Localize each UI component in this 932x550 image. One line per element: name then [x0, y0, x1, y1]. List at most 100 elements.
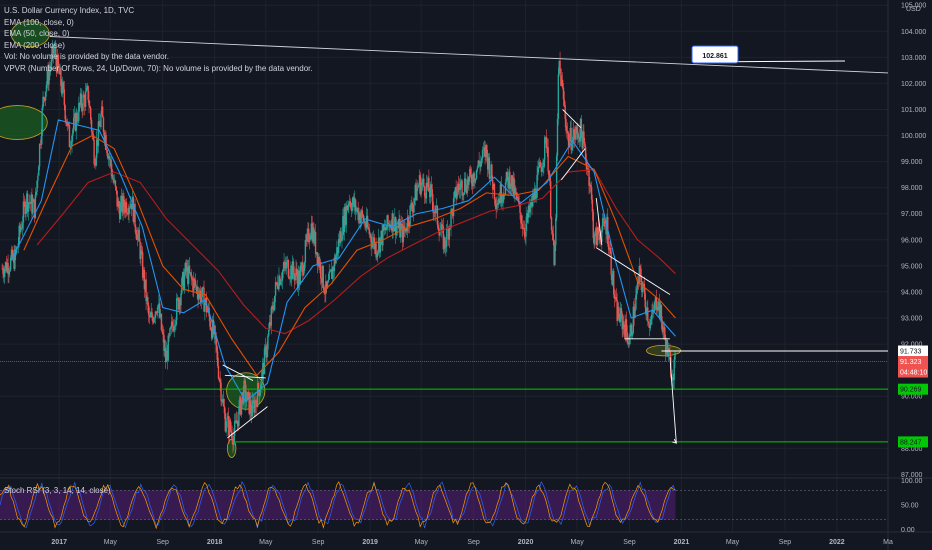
candle-body [285, 261, 288, 269]
candle-body [632, 306, 635, 333]
candle-body [674, 352, 676, 360]
candle-body [4, 262, 7, 269]
candle-body [145, 279, 147, 302]
candle-body [140, 250, 142, 259]
candle-body [653, 302, 656, 312]
candle-body [546, 147, 548, 148]
candle-body [302, 270, 305, 276]
candle-body [649, 324, 652, 329]
candle-body [460, 180, 462, 184]
candle-body [199, 290, 201, 295]
candle-body [428, 177, 430, 192]
candle-body [128, 208, 130, 215]
candle-body [26, 193, 28, 205]
candle-body [418, 175, 421, 185]
candle-body [61, 82, 64, 94]
candle-body [245, 384, 247, 403]
candle-body [300, 265, 302, 271]
candle-body [198, 294, 200, 300]
candle-body [587, 168, 589, 170]
candle-body [621, 313, 623, 330]
candle-body [329, 271, 331, 272]
candle-body [82, 95, 84, 111]
candle-body [297, 270, 300, 289]
candle-body [636, 280, 639, 289]
legend-vol[interactable]: Vol: No volume is provided by the data v… [4, 52, 169, 61]
trendline-3 [222, 364, 254, 381]
candle-body [121, 195, 123, 213]
candle-body [84, 91, 87, 107]
candle-body [90, 107, 92, 120]
y-tick-10: 95.000 [901, 263, 923, 270]
candle-body [13, 253, 15, 269]
candle-body [573, 129, 576, 140]
candle-body [560, 68, 562, 86]
candle-body [324, 292, 326, 294]
candle-body [654, 297, 657, 303]
legend-vpvr[interactable]: VPVR (Number Of Rows, 24, Up/Down, 70): … [4, 63, 313, 73]
candle-body [465, 189, 468, 194]
candle-body [432, 201, 434, 213]
candle-body [146, 297, 148, 302]
candle-body [164, 347, 166, 352]
candle-body [354, 199, 356, 208]
y-tick-15: 88.000 [901, 446, 923, 453]
candle-body [631, 332, 634, 336]
candle-body [648, 323, 651, 329]
candle-body [314, 232, 316, 244]
candle-body [136, 234, 138, 240]
candle-body [360, 210, 363, 218]
rsi-y-tick-0: 100.00 [901, 478, 923, 485]
candle-body [420, 184, 422, 195]
candles [1, 39, 676, 453]
candle-body [216, 344, 218, 352]
candle-body [6, 263, 8, 272]
candle-body [482, 149, 485, 151]
legend-ema200[interactable]: EMA (200, close) [4, 40, 65, 50]
candle-body [152, 317, 154, 323]
candle-body [416, 188, 418, 201]
legend-ema100[interactable]: EMA (100, close, 0) [4, 17, 74, 27]
candle-body [314, 232, 317, 254]
candle-body [236, 420, 238, 424]
arrow-head [672, 438, 678, 444]
candle-body [182, 272, 184, 278]
rsi-legend[interactable]: Stoch RSI (3, 3, 14, 14, close) [4, 486, 111, 495]
candle-body [540, 166, 543, 172]
candle-body [151, 312, 153, 318]
candle-body [503, 194, 506, 196]
candle-body [138, 229, 140, 242]
candle-body [315, 252, 318, 254]
ellipse-0 [0, 105, 48, 140]
candle-body [222, 399, 225, 407]
candle-body [279, 281, 282, 285]
candle-body [443, 237, 445, 250]
legend-ema50[interactable]: EMA (50, close, 0) [4, 29, 70, 38]
candle-body [553, 240, 555, 266]
candle-body [532, 194, 534, 207]
candle-body [404, 228, 406, 232]
candle-body [174, 326, 176, 327]
candle-body [569, 127, 571, 140]
candle-body [349, 201, 352, 208]
candle-body [549, 181, 552, 218]
candle-body [604, 226, 606, 227]
candle-body [374, 243, 376, 250]
candle-body [167, 335, 169, 361]
candle-body [516, 197, 519, 199]
candle-body [451, 209, 453, 210]
legend-symbol[interactable]: U.S. Dollar Currency Index, 1D, TVC [4, 6, 135, 15]
candle-body [33, 199, 36, 218]
candle-body [475, 178, 477, 180]
candle-body [457, 183, 459, 193]
candle-body [291, 261, 294, 280]
candle-body [484, 147, 486, 157]
candle-body [148, 315, 151, 318]
price-tag-bg-0 [898, 345, 928, 357]
candle-body [566, 130, 568, 132]
candle-body [385, 229, 387, 231]
candle-body [309, 235, 312, 240]
candle-body [386, 215, 388, 230]
candle-body [170, 326, 172, 329]
